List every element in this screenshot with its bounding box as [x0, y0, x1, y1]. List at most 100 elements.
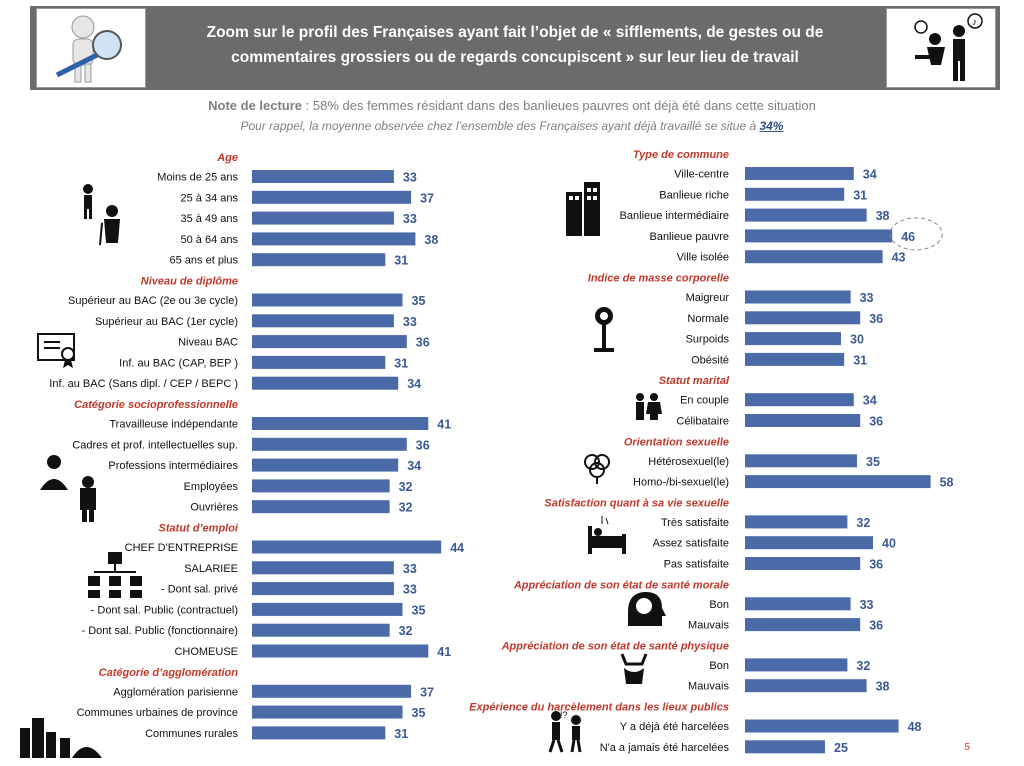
tick-label: Y a déjà été harcelées	[620, 721, 730, 733]
data-label: 34	[407, 377, 421, 391]
tick-label: Obésité	[691, 354, 729, 366]
data-label: 31	[394, 727, 408, 741]
bar	[252, 602, 403, 616]
tick-label: Ville isolée	[677, 252, 729, 264]
tick-label: 50 à 64 ans	[181, 234, 239, 246]
reminder-text: Pour rappel, la moyenne observée chez l’…	[240, 119, 760, 133]
bar	[745, 740, 825, 754]
data-label: 48	[908, 720, 922, 734]
tick-label: Inf. au BAC (CAP, BEP )	[119, 357, 238, 369]
bar	[252, 500, 390, 514]
bar	[252, 293, 403, 307]
svg-text:!?: !?	[560, 710, 568, 720]
org-chart-icon	[88, 552, 142, 598]
data-label: 36	[869, 619, 883, 633]
tick-label: Communes rurales	[145, 728, 238, 740]
reminder-note: Pour rappel, la moyenne observée chez l’…	[0, 119, 1024, 133]
bar	[252, 417, 429, 430]
tick-label: Banlieue riche	[659, 189, 729, 201]
tick-label: Professions intermédiaires	[108, 460, 238, 472]
data-label: 36	[869, 415, 883, 429]
data-label: 36	[416, 438, 430, 452]
tick-label: Mauvais	[688, 620, 729, 632]
bar	[745, 393, 854, 407]
data-label: 31	[853, 353, 867, 367]
bar	[745, 352, 845, 366]
data-label: 34	[407, 459, 421, 473]
bar	[252, 479, 390, 493]
bar	[252, 232, 416, 246]
workers-icon	[40, 455, 96, 522]
data-label: 34	[863, 394, 877, 408]
bar	[745, 250, 883, 264]
data-label: 25	[834, 741, 848, 755]
data-label: 58	[940, 476, 954, 490]
bar	[252, 437, 407, 451]
category-title: Type de commune	[633, 149, 729, 161]
header-banner: Zoom sur le profil des Françaises ayant …	[30, 6, 1000, 90]
tick-label: Inf. au BAC (Sans dipl. / CEP / BEPC )	[49, 378, 238, 390]
category-title: Orientation sexuelle	[624, 436, 729, 448]
data-label: 38	[424, 233, 438, 247]
tick-label: Employées	[184, 481, 239, 493]
harassment-scene-icon: ♪	[886, 8, 996, 88]
bar	[745, 719, 899, 733]
bar	[252, 644, 429, 658]
bar	[252, 726, 386, 740]
tick-label: 25 à 34 ans	[181, 192, 239, 204]
bar	[745, 454, 857, 468]
category-title: Catégorie socioprofessionnelle	[74, 399, 238, 411]
tick-label: Banlieue pauvre	[649, 231, 729, 243]
category-title: Satisfaction quant à sa vie sexuelle	[544, 497, 729, 509]
tick-label: Supérieur au BAC (2e ou 3e cycle)	[68, 295, 238, 307]
category-title: Age	[216, 152, 238, 164]
title-line-1: Zoom sur le profil des Françaises ayant …	[206, 24, 824, 41]
bar	[252, 376, 399, 390]
bar	[745, 332, 841, 346]
couple-icon	[636, 393, 662, 420]
bar	[745, 167, 854, 180]
data-label: 33	[403, 171, 417, 185]
bar	[745, 187, 845, 201]
category-title: Indice de masse corporelle	[588, 273, 729, 285]
data-label: 37	[420, 191, 434, 205]
buildings-icon	[566, 182, 600, 236]
bar	[745, 208, 867, 222]
category-title: Expérience du harcèlement dans les lieux…	[469, 702, 729, 714]
bar	[745, 597, 851, 611]
bar	[745, 290, 851, 304]
bar	[252, 314, 394, 328]
data-label: 32	[399, 624, 413, 638]
tick-label: En couple	[680, 395, 729, 407]
bar	[252, 335, 407, 349]
tick-label: Pas satisfaite	[664, 559, 729, 571]
scale-icon	[594, 307, 614, 352]
tick-label: Surpoids	[686, 334, 730, 346]
bar	[745, 414, 861, 427]
tick-label: Très satisfaite	[661, 517, 729, 529]
tick-label: SALARIEE	[184, 563, 238, 575]
bar	[252, 170, 394, 183]
investigator-figure-icon	[36, 8, 146, 88]
bar	[252, 253, 386, 267]
tick-label: Agglomération parisienne	[113, 686, 238, 698]
bar	[252, 705, 403, 719]
tick-label: Maigreur	[686, 292, 730, 304]
data-label: 33	[860, 291, 874, 305]
data-label: 31	[853, 188, 867, 202]
data-label: 33	[403, 212, 417, 226]
bar	[252, 582, 394, 596]
bar	[252, 623, 390, 637]
tick-label: Ouvrières	[190, 502, 238, 514]
tick-label: - Dont sal. Public (contractuel)	[91, 604, 238, 616]
body-icon	[620, 653, 648, 684]
bar	[252, 561, 394, 575]
tick-label: - Dont sal. privé	[161, 584, 238, 596]
svg-text:♪: ♪	[972, 17, 977, 28]
data-label: 38	[876, 209, 890, 223]
tick-label: Niveau BAC	[178, 337, 238, 349]
data-label: 46	[901, 230, 915, 244]
bed-icon	[588, 516, 626, 554]
bar	[252, 355, 386, 369]
reading-note-text: : 58% des femmes résidant dans des banli…	[302, 98, 816, 113]
